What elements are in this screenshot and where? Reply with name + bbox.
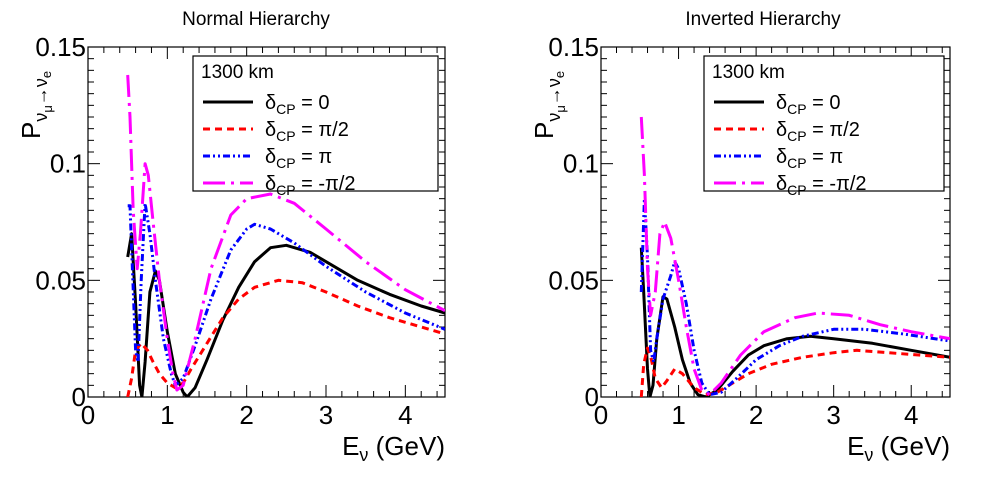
legend-label-main: δ [265, 119, 276, 141]
y-tick-label: 0.1 [50, 149, 86, 179]
x-tick-label: 4 [398, 400, 412, 430]
series-line-4 [639, 116, 950, 397]
legend-label-sub: CP [787, 101, 806, 117]
x-tick-label: 2 [749, 400, 763, 430]
x-tick-label: 1 [160, 400, 174, 430]
x-axis-label-main: E [342, 431, 359, 461]
x-tick-label: 0 [594, 400, 608, 430]
x-tick-label: 3 [826, 400, 840, 430]
legend-label-rest: = 0 [296, 92, 330, 114]
legend-label-sub: CP [787, 155, 806, 171]
x-tick-label: 4 [904, 400, 918, 430]
y-axis-label-subsub: μ [40, 105, 55, 113]
x-tick-label: 1 [671, 400, 685, 430]
legend-label-main: δ [776, 146, 787, 168]
legend-label-main: δ [776, 173, 787, 195]
y-tick-label: 0.15 [35, 32, 86, 62]
legend-label-sub: CP [276, 155, 295, 171]
y-axis-label-sub: ν [544, 113, 564, 122]
legend-label-sub: CP [276, 101, 295, 117]
chart-panel-1: Normal Hierarchy 0 1 2 3 4 0 0.05 0.1 0.15 Eν (GeV… [16, 9, 446, 465]
series-line-3 [639, 197, 950, 397]
legend-label-rest: = π/2 [807, 119, 860, 141]
legend-label-main: δ [265, 146, 276, 168]
series-line-1 [639, 247, 950, 397]
y-axis-label-arrow: → [31, 87, 51, 105]
y-axis-label-main: P [529, 122, 559, 139]
x-axis-label-unit: (GeV) [368, 431, 445, 461]
legend-label-sub: CP [276, 182, 295, 198]
x-axis-label: Eν (GeV) [342, 431, 445, 465]
legend-label-main: δ [265, 92, 276, 114]
legend-title: 1300 km [201, 62, 274, 83]
y-tick-label: 0.1 [563, 149, 599, 179]
y-axis-label-arrow: → [544, 87, 564, 105]
y-axis-label-tail: ν [544, 78, 564, 87]
y-axis-label-subsub: μ [553, 105, 568, 113]
legend-label-sub: CP [787, 182, 806, 198]
chart-panel-2: Inverted Hierarchy 0 1 2 3 4 0 0.05 0.1 0.15 Eν (G… [529, 9, 951, 465]
legend-label-2: δCP = π/2 [776, 119, 860, 144]
series-line-2 [126, 278, 445, 397]
legend-label-sub: CP [787, 128, 806, 144]
x-tick-label: 3 [319, 400, 333, 430]
x-tick-label: 2 [239, 400, 253, 430]
chart-title: Inverted Hierarchy [685, 9, 841, 30]
y-axis-label-sub: ν [31, 113, 51, 122]
series-line-3 [127, 201, 445, 387]
x-axis-label-sub: ν [359, 445, 368, 465]
legend-label-main: δ [776, 92, 787, 114]
series-line-4 [126, 74, 445, 392]
legend-label-rest: = -π/2 [807, 173, 867, 195]
x-axis-label-sub: ν [864, 445, 873, 465]
legend-label-rest: = π [296, 146, 333, 168]
y-tick-label: 0 [585, 382, 599, 412]
y-axis-label-tail-sub: e [552, 71, 567, 78]
legend-label-4: δCP = -π/2 [265, 173, 356, 198]
y-tick-label: 0 [72, 382, 86, 412]
y-tick-label: 0.05 [35, 265, 86, 295]
x-tick-label: 0 [81, 400, 95, 430]
legend-label-rest: = 0 [807, 92, 841, 114]
legend-label-1: δCP = 0 [265, 92, 330, 117]
legend-label-rest: = π [807, 146, 844, 168]
y-axis-label: Pνμ→νe [16, 71, 55, 139]
y-axis-label-main: P [16, 122, 46, 139]
legend-label-2: δCP = π/2 [265, 119, 349, 144]
legend-label-main: δ [265, 173, 276, 195]
legend-label-rest: = π/2 [296, 119, 349, 141]
legend-box [192, 55, 439, 192]
legend-label-3: δCP = π [265, 146, 332, 171]
legend-box [703, 55, 945, 192]
legend-label-3: δCP = π [776, 146, 843, 171]
legend-label-sub: CP [276, 128, 295, 144]
legend-title: 1300 km [712, 62, 785, 83]
legend-label-4: δCP = -π/2 [776, 173, 867, 198]
y-axis-label-tail: ν [31, 78, 51, 87]
y-tick-label: 0.05 [548, 265, 599, 295]
y-axis-label-tail-sub: e [39, 71, 54, 78]
legend-label-1: δCP = 0 [776, 92, 841, 117]
x-axis-label-main: E [847, 431, 864, 461]
x-axis-label: Eν (GeV) [847, 431, 950, 465]
x-axis-label-unit: (GeV) [873, 431, 950, 461]
chart-title: Normal Hierarchy [182, 9, 330, 30]
y-tick-label: 0.15 [548, 32, 599, 62]
legend-label-main: δ [776, 119, 787, 141]
series-line-1 [126, 232, 445, 397]
y-axis-label: Pνμ→νe [529, 71, 568, 139]
legend-label-rest: = -π/2 [296, 173, 356, 195]
